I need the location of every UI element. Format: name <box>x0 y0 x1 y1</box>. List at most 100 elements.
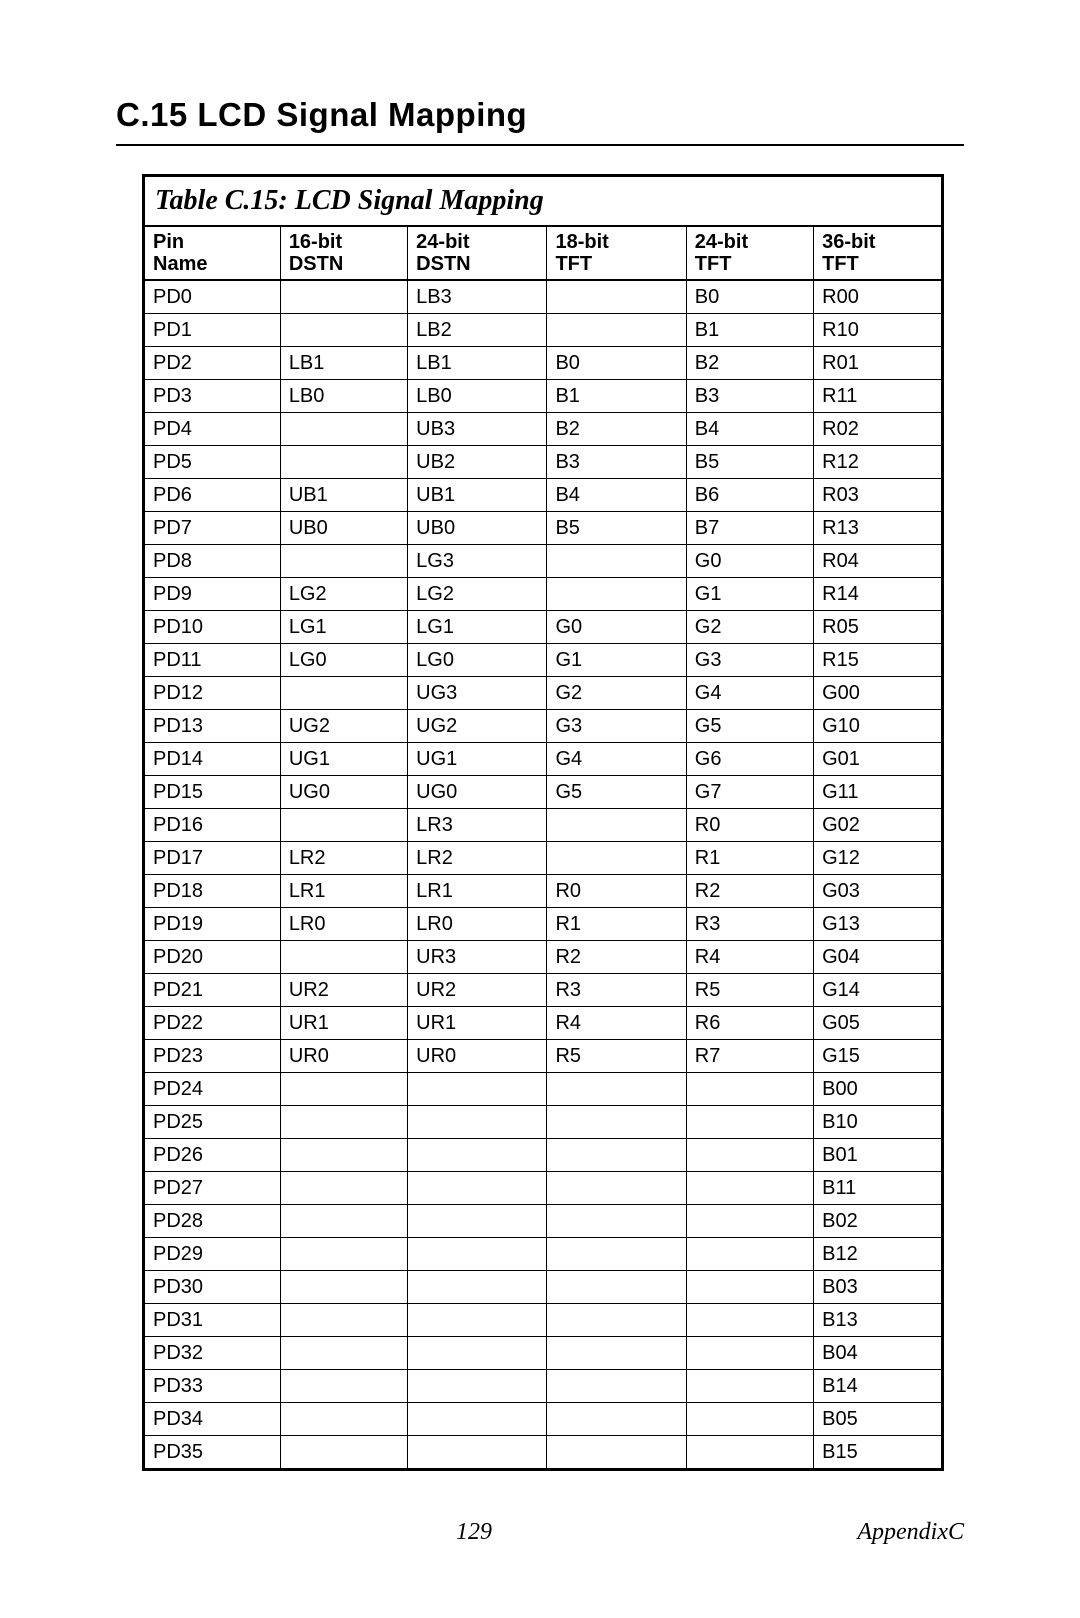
table-cell: G10 <box>814 710 941 743</box>
table-cell: G2 <box>686 611 813 644</box>
table-cell: G13 <box>814 908 941 941</box>
column-header: 18-bitTFT <box>547 227 686 280</box>
table-cell: UB0 <box>408 512 547 545</box>
column-header: 16-bitDSTN <box>280 227 407 280</box>
table-cell: G4 <box>686 677 813 710</box>
table-cell: LB1 <box>280 347 407 380</box>
table-cell: PD16 <box>145 809 280 842</box>
table-cell <box>686 1106 813 1139</box>
table-cell: PD15 <box>145 776 280 809</box>
table-cell <box>547 1436 686 1469</box>
table-cell: UB3 <box>408 413 547 446</box>
table-cell: B4 <box>686 413 813 446</box>
table-cell: UR2 <box>408 974 547 1007</box>
table-cell <box>547 1238 686 1271</box>
table-cell: LB1 <box>408 347 547 380</box>
table-cell: PD18 <box>145 875 280 908</box>
table-cell: PD8 <box>145 545 280 578</box>
table-cell <box>547 1139 686 1172</box>
table-cell: UB0 <box>280 512 407 545</box>
table-cell: LR3 <box>408 809 547 842</box>
table-cell: PD2 <box>145 347 280 380</box>
table-cell <box>686 1370 813 1403</box>
table-row: PD12UG3G2G4G00 <box>145 677 941 710</box>
table-cell: PD24 <box>145 1073 280 1106</box>
table-cell: G12 <box>814 842 941 875</box>
table-cell: B10 <box>814 1106 941 1139</box>
table-row: PD34B05 <box>145 1403 941 1436</box>
table-cell <box>408 1436 547 1469</box>
table-cell: PD11 <box>145 644 280 677</box>
table-row: PD25B10 <box>145 1106 941 1139</box>
table-cell <box>280 1370 407 1403</box>
table-cell <box>547 809 686 842</box>
table-cell: G1 <box>686 578 813 611</box>
table-row: PD5UB2B3B5R12 <box>145 446 941 479</box>
table-cell: B01 <box>814 1139 941 1172</box>
table-cell: PD21 <box>145 974 280 1007</box>
table-cell: B00 <box>814 1073 941 1106</box>
table-row: PD21UR2UR2R3R5G14 <box>145 974 941 1007</box>
table-cell <box>280 1238 407 1271</box>
table-cell: R02 <box>814 413 941 446</box>
page-number: 129 <box>456 1519 492 1546</box>
table-cell: PD29 <box>145 1238 280 1271</box>
table-cell: LR0 <box>280 908 407 941</box>
table-cell: B03 <box>814 1271 941 1304</box>
table-row: PD17LR2LR2R1G12 <box>145 842 941 875</box>
table-cell: R2 <box>547 941 686 974</box>
table-row: PD10LG1LG1G0G2R05 <box>145 611 941 644</box>
table-cell: PD34 <box>145 1403 280 1436</box>
table-cell: R0 <box>547 875 686 908</box>
table-row: PD29 B12 <box>145 1238 941 1271</box>
table-cell: G04 <box>814 941 941 974</box>
table-cell: B04 <box>814 1337 941 1370</box>
table-cell <box>547 578 686 611</box>
page-footer: 129 AppendixC <box>116 1519 964 1546</box>
table-cell: B15 <box>814 1436 941 1469</box>
table-cell: UR2 <box>280 974 407 1007</box>
table-cell: B5 <box>686 446 813 479</box>
table-cell: UB2 <box>408 446 547 479</box>
table-cell: G2 <box>547 677 686 710</box>
table-row: PD26B01 <box>145 1139 941 1172</box>
table-cell: R04 <box>814 545 941 578</box>
table-cell: G15 <box>814 1040 941 1073</box>
table-cell <box>280 280 407 314</box>
table-cell: LB3 <box>408 280 547 314</box>
table-cell: R5 <box>547 1040 686 1073</box>
table-row: PD24 B00 <box>145 1073 941 1106</box>
table-cell: R7 <box>686 1040 813 1073</box>
table-cell <box>547 1172 686 1205</box>
table-cell: B4 <box>547 479 686 512</box>
table-cell <box>408 1106 547 1139</box>
table-cell: R5 <box>686 974 813 1007</box>
table-cell <box>280 1106 407 1139</box>
table-row: PD35B15 <box>145 1436 941 1469</box>
table-cell: LR2 <box>280 842 407 875</box>
table-cell: PD5 <box>145 446 280 479</box>
table-cell: UR1 <box>408 1007 547 1040</box>
table-cell: UR1 <box>280 1007 407 1040</box>
table-cell <box>408 1205 547 1238</box>
table-cell <box>547 1205 686 1238</box>
table-cell: B12 <box>814 1238 941 1271</box>
table-cell: R01 <box>814 347 941 380</box>
table-row: PD32B04 <box>145 1337 941 1370</box>
table-cell <box>280 1172 407 1205</box>
table-cell: R4 <box>686 941 813 974</box>
table-cell: PD4 <box>145 413 280 446</box>
signal-mapping-table: PinName16-bitDSTN24-bitDSTN18-bitTFT24-b… <box>145 227 941 1468</box>
table-cell <box>280 446 407 479</box>
table-cell: R1 <box>547 908 686 941</box>
table-cell: PD3 <box>145 380 280 413</box>
table-cell: G5 <box>547 776 686 809</box>
table-cell: B11 <box>814 1172 941 1205</box>
table-cell: PD20 <box>145 941 280 974</box>
table-cell <box>686 1139 813 1172</box>
table-row: PD22UR1UR1R4R6G05 <box>145 1007 941 1040</box>
table-cell: LG2 <box>408 578 547 611</box>
table-cell <box>408 1238 547 1271</box>
table-cell: B7 <box>686 512 813 545</box>
table-cell <box>280 1337 407 1370</box>
